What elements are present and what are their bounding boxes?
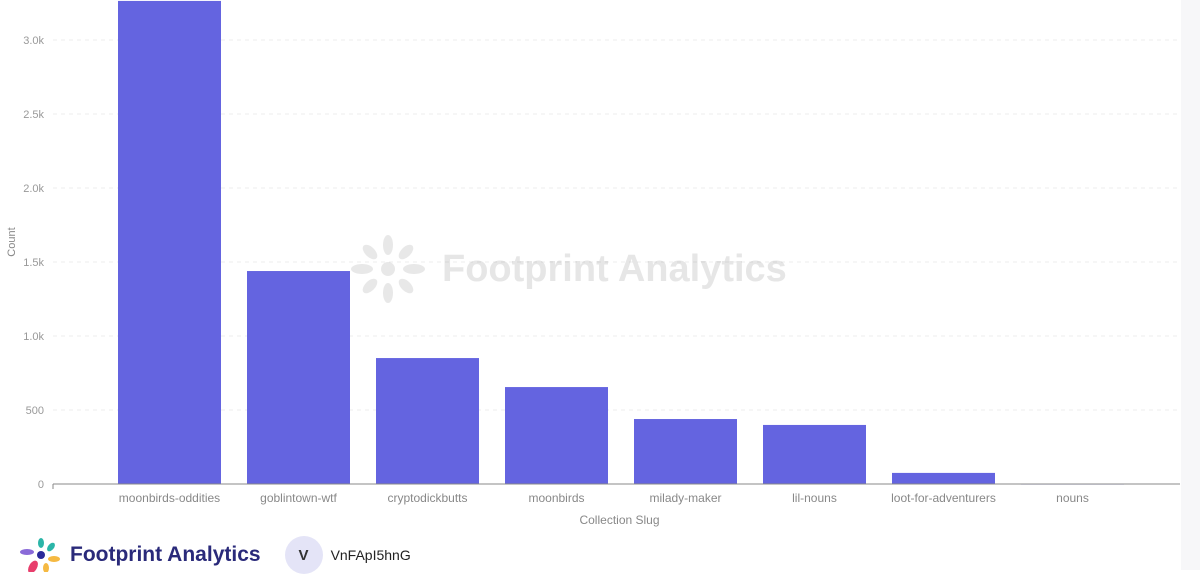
y-tick-label: 0: [38, 479, 44, 491]
x-tick-label: moonbirds: [528, 491, 584, 505]
bar[interactable]: [376, 358, 479, 484]
y-tick-label: 2.0k: [23, 183, 44, 195]
y-tick-label: 1.0k: [23, 331, 44, 343]
x-tick-label: milady-maker: [649, 491, 721, 505]
y-tick-label: 500: [26, 405, 44, 417]
x-tick-label: lil-nouns: [792, 491, 837, 505]
bar[interactable]: [634, 419, 737, 484]
footprint-logo-icon: [20, 538, 60, 572]
avatar-letter: V: [298, 546, 309, 564]
brand-name: Footprint Analytics: [70, 543, 261, 566]
x-tick-label: moonbirds-oddities: [119, 491, 220, 505]
scrollbar-track[interactable]: [1181, 0, 1200, 570]
bar[interactable]: [118, 0, 221, 484]
bar[interactable]: [247, 271, 350, 484]
footer: Footprint Analytics V VnFApI5hnG: [18, 536, 411, 574]
y-axis-label: Count: [6, 227, 18, 256]
x-tick-label: nouns: [1056, 491, 1089, 505]
avatar[interactable]: V: [284, 536, 323, 574]
y-tick-label: 3.0k: [23, 35, 44, 47]
x-tick-label: cryptodickbutts: [387, 491, 467, 505]
bar[interactable]: [763, 424, 866, 484]
username[interactable]: VnFApI5hnG: [330, 547, 411, 563]
x-axis-label: Collection Slug: [579, 513, 659, 527]
bar[interactable]: [505, 387, 608, 484]
watermark-text: Footprint Analytics: [442, 247, 787, 290]
x-tick-label: goblintown-wtf: [260, 491, 337, 505]
watermark: Footprint Analytics: [348, 234, 787, 304]
bar-chart: 0 500 1.0k 1.5k 2.0k 2.5k 3.0k moonbirds-odditi…: [6, 0, 1180, 527]
y-tick-label: 2.5k: [23, 109, 44, 121]
x-tick-label: loot-for-adventurers: [891, 491, 996, 505]
footprint-logo-icon: [351, 235, 425, 303]
bar[interactable]: [892, 472, 995, 484]
y-tick-label: 1.5k: [23, 257, 44, 269]
